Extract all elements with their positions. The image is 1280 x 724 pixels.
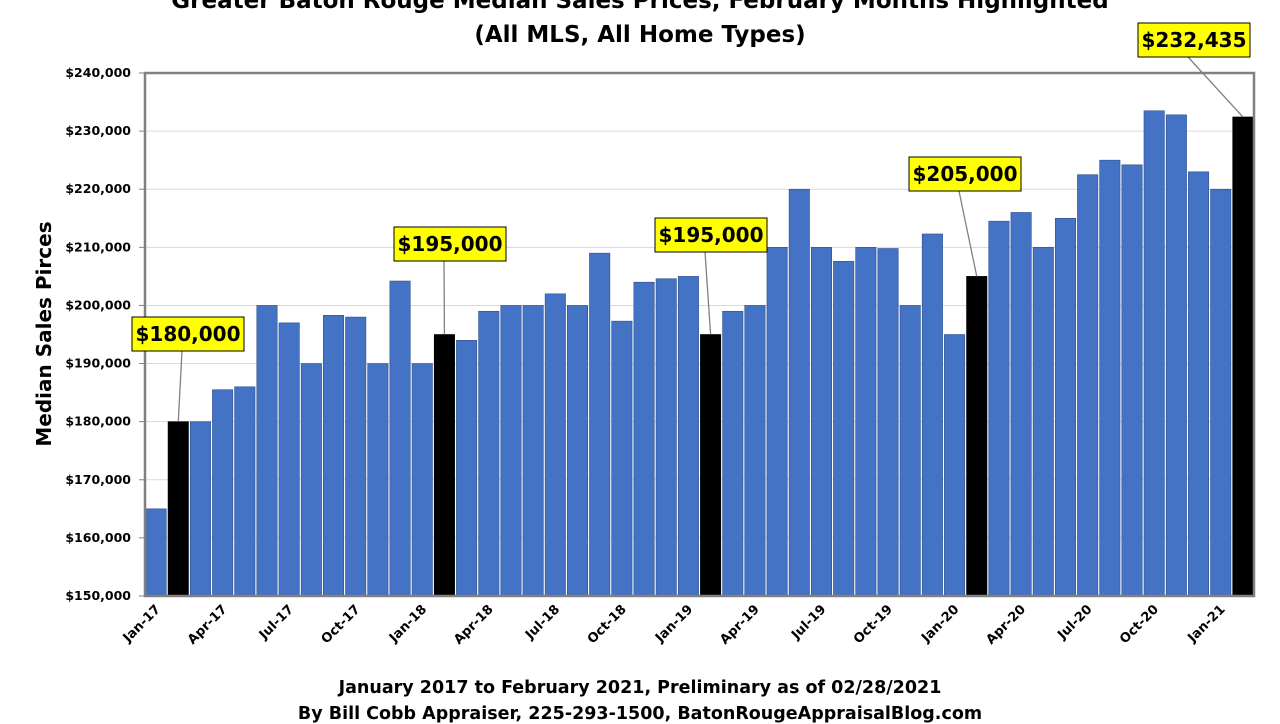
- bar: [811, 247, 831, 596]
- bar: [567, 305, 587, 596]
- y-tick-label: $210,000: [65, 239, 131, 254]
- x-tick-label: Jan-17: [120, 602, 164, 646]
- bar: [368, 364, 388, 596]
- y-tick-label: $150,000: [65, 588, 131, 603]
- bar: [589, 253, 609, 596]
- bar: [523, 305, 543, 596]
- bar: [212, 390, 232, 596]
- credit-line: By Bill Cobb Appraiser, 225-293-1500, Ba…: [0, 704, 1280, 724]
- x-tick-label: Oct-19: [851, 602, 896, 647]
- callout-leader: [705, 252, 711, 335]
- bar: [878, 248, 898, 596]
- bar: [479, 311, 499, 596]
- callout-leader: [959, 191, 977, 276]
- bar: [944, 335, 964, 597]
- x-tick-label: Apr-20: [983, 602, 1028, 647]
- bar: [767, 247, 787, 596]
- callout-leader: [1188, 57, 1243, 117]
- bar: [1055, 218, 1075, 596]
- bar: [922, 234, 942, 596]
- x-tick-label: Apr-17: [185, 602, 230, 647]
- bar: [257, 305, 277, 596]
- y-tick-label: $200,000: [65, 297, 131, 312]
- bar: [545, 294, 565, 596]
- bar-highlighted: [700, 335, 720, 597]
- callout-label: $195,000: [397, 232, 502, 256]
- bar: [390, 281, 410, 596]
- callout-label: $205,000: [912, 162, 1017, 186]
- callout-label: $180,000: [135, 322, 240, 346]
- bar: [279, 323, 299, 596]
- bar: [612, 321, 632, 596]
- bar: [634, 282, 654, 596]
- bar: [1188, 172, 1208, 596]
- x-tick-label: Jan-18: [386, 602, 430, 646]
- y-tick-label: $240,000: [65, 65, 131, 80]
- bar: [989, 221, 1009, 596]
- x-tick-label: Oct-18: [585, 602, 630, 647]
- bar: [1144, 111, 1164, 596]
- bar: [235, 387, 255, 596]
- bar: [723, 311, 743, 596]
- x-tick-label: Apr-18: [451, 602, 496, 647]
- bar: [190, 422, 210, 596]
- callout-label: $195,000: [658, 223, 763, 247]
- bar: [1122, 165, 1142, 596]
- y-tick-label: $170,000: [65, 472, 131, 487]
- x-tick-label: Jan-19: [652, 602, 696, 646]
- y-tick-label: $160,000: [65, 530, 131, 545]
- bar: [301, 364, 321, 596]
- callout-leader: [178, 351, 182, 422]
- bar: [146, 509, 166, 596]
- x-tick-label: Jan-21: [1184, 602, 1228, 646]
- x-tick-label: Oct-20: [1117, 602, 1162, 647]
- bar: [456, 340, 476, 596]
- x-tick-label: Jul-20: [1054, 602, 1095, 643]
- bar: [856, 247, 876, 596]
- x-tick-label: Apr-19: [717, 602, 762, 647]
- y-tick-label: $230,000: [65, 123, 131, 138]
- bar-highlighted: [1233, 117, 1253, 596]
- bar: [1211, 189, 1231, 596]
- bar-highlighted: [967, 276, 987, 596]
- bar: [745, 305, 765, 596]
- x-tick-label: Jul-18: [522, 602, 563, 643]
- callout-label: $232,435: [1141, 28, 1246, 52]
- bar: [323, 315, 343, 596]
- x-tick-label: Jul-17: [256, 602, 297, 643]
- bar-highlighted: [434, 335, 454, 597]
- y-tick-label: $190,000: [65, 356, 131, 371]
- bar: [900, 305, 920, 596]
- x-tick-label: Jul-19: [788, 602, 829, 643]
- x-tick-label: Jan-20: [918, 602, 962, 646]
- bar: [789, 189, 809, 596]
- bar: [656, 279, 676, 596]
- bar: [1077, 175, 1097, 596]
- bar: [678, 276, 698, 596]
- bar: [1100, 160, 1120, 596]
- bar: [1166, 115, 1186, 596]
- bar: [1011, 212, 1031, 596]
- y-tick-label: $220,000: [65, 181, 131, 196]
- bar-highlighted: [168, 422, 188, 596]
- y-tick-label: $180,000: [65, 414, 131, 429]
- x-axis-caption: January 2017 to February 2021, Prelimina…: [0, 678, 1280, 698]
- bar: [346, 317, 366, 596]
- bar: [412, 364, 432, 596]
- bar: [501, 305, 521, 596]
- bar: [833, 261, 853, 596]
- x-tick-label: Oct-17: [319, 602, 364, 647]
- bar: [1033, 247, 1053, 596]
